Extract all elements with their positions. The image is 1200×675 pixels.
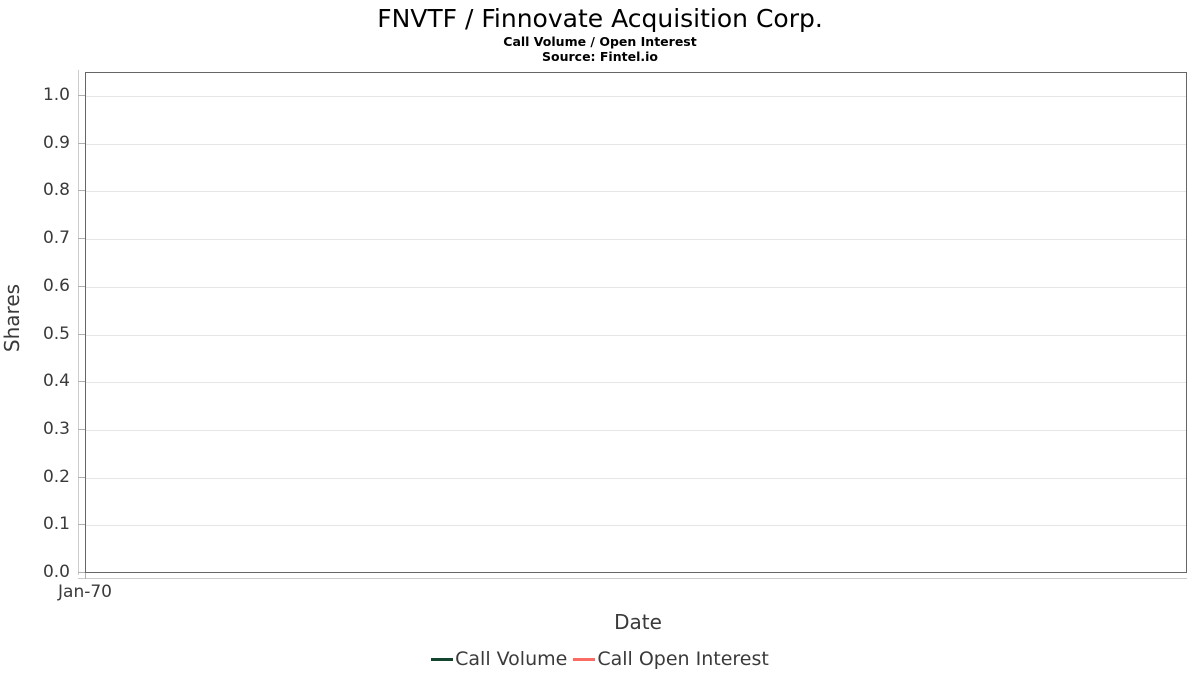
x-axis-tick-mark: [85, 573, 86, 579]
y-axis-tick-mark: [78, 381, 85, 383]
legend-item[interactable]: Call Open Interest: [573, 648, 769, 670]
gridline: [86, 334, 1186, 336]
y-axis-title: Shares: [0, 283, 24, 353]
chart-subtitle: Call Volume / Open Interest: [503, 34, 697, 49]
y-axis-tick-label: 0.7: [42, 228, 70, 249]
y-axis-tick-label: 0.6: [42, 275, 70, 296]
gridline: [86, 382, 1186, 384]
x-axis-outer-spine: [78, 578, 1187, 579]
y-axis-outer-spine: [78, 70, 79, 575]
chart-legend: Call Volume Call Open Interest: [0, 648, 1200, 670]
legend-item-label: Call Volume: [455, 648, 568, 670]
y-axis-tick-label: 0.1: [42, 514, 70, 535]
gridline: [86, 286, 1186, 288]
line-swatch-icon: [573, 657, 596, 661]
y-axis-tick-label: 1.0: [42, 85, 70, 105]
y-axis-tick-mark: [78, 572, 85, 573]
y-axis-tick-mark: [78, 142, 85, 144]
x-axis-tick-label: Jan-70: [58, 582, 112, 602]
chart-header: FNVTF / Finnovate Acquisition Corp. Call…: [0, 0, 1200, 64]
chart-source-label: Source: Fintel.io: [542, 49, 658, 64]
gridline: [86, 477, 1186, 479]
y-axis-tick-label: 0.2: [42, 466, 70, 487]
legend-item-label: Call Open Interest: [597, 648, 769, 670]
y-axis-tick-label: 0.3: [42, 418, 70, 439]
y-axis-tick-label: 0.4: [42, 371, 70, 392]
gridline: [86, 96, 1186, 97]
y-axis-tick-mark: [78, 524, 85, 526]
x-axis-title: Date: [614, 610, 662, 634]
y-axis-tick-mark: [78, 333, 85, 335]
gridline: [86, 191, 1186, 193]
y-axis-tick-label: 0.9: [42, 132, 70, 153]
y-axis-tick-mark: [78, 190, 85, 192]
y-axis-tick-mark: [78, 238, 85, 240]
gridline: [86, 239, 1186, 241]
chart-title: FNVTF / Finnovate Acquisition Corp.: [377, 4, 823, 33]
legend-item[interactable]: Call Volume: [431, 648, 567, 670]
y-axis-tick-mark: [78, 428, 85, 430]
plot-area: [85, 72, 1187, 573]
gridline: [86, 429, 1186, 431]
line-swatch-icon: [431, 657, 454, 661]
y-axis-tick-label: 0.8: [42, 180, 70, 201]
y-axis-tick-mark: [78, 476, 85, 478]
y-axis-tick-mark: [78, 285, 85, 287]
y-axis-tick-label: 0.5: [42, 323, 70, 344]
y-axis-tick-label: 0.0: [42, 562, 70, 582]
y-axis-tick-mark: [78, 95, 85, 96]
gridline: [86, 143, 1186, 145]
gridline: [86, 525, 1186, 527]
